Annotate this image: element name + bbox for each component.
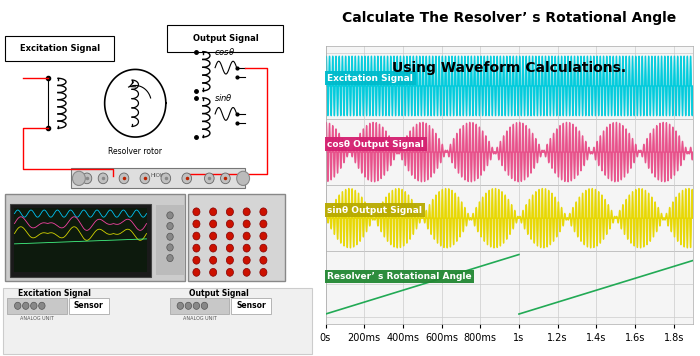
Circle shape (119, 173, 129, 184)
Text: ANALOG UNIT: ANALOG UNIT (20, 316, 54, 321)
Circle shape (193, 302, 199, 309)
Text: Excitation Signal: Excitation Signal (18, 289, 91, 298)
Text: $cos\theta$: $cos\theta$ (214, 46, 235, 57)
Circle shape (260, 268, 267, 276)
Circle shape (209, 268, 217, 276)
FancyBboxPatch shape (15, 208, 146, 272)
Circle shape (82, 173, 92, 184)
Text: Output Signal: Output Signal (193, 33, 258, 43)
Text: Resolver’ s Rotational Angle: Resolver’ s Rotational Angle (328, 272, 472, 281)
Text: Excitation Signal: Excitation Signal (328, 74, 413, 83)
FancyBboxPatch shape (167, 25, 284, 52)
Text: Sensor: Sensor (74, 301, 104, 310)
FancyBboxPatch shape (8, 298, 66, 314)
FancyBboxPatch shape (5, 194, 185, 281)
Circle shape (243, 244, 250, 252)
FancyBboxPatch shape (188, 194, 285, 281)
Circle shape (193, 256, 200, 264)
Circle shape (220, 173, 230, 184)
Circle shape (177, 302, 183, 309)
Text: Output Signal: Output Signal (189, 289, 248, 298)
Circle shape (204, 173, 214, 184)
Text: Using Waveform Calculations.: Using Waveform Calculations. (392, 61, 626, 74)
Circle shape (22, 302, 29, 309)
Text: Resolver rotor: Resolver rotor (108, 147, 162, 156)
Circle shape (15, 302, 21, 309)
FancyBboxPatch shape (156, 205, 183, 275)
Circle shape (167, 233, 173, 240)
Circle shape (243, 220, 250, 228)
Circle shape (38, 302, 45, 309)
Circle shape (260, 208, 267, 216)
FancyBboxPatch shape (170, 298, 230, 314)
Text: Calculate The Resolver’ s Rotational Angle: Calculate The Resolver’ s Rotational Ang… (342, 11, 676, 25)
Text: ANALOG UNIT: ANALOG UNIT (183, 316, 216, 321)
Circle shape (98, 173, 108, 184)
Circle shape (167, 212, 173, 219)
Circle shape (237, 171, 250, 185)
Circle shape (140, 173, 150, 184)
Circle shape (260, 220, 267, 228)
Circle shape (226, 244, 234, 252)
Circle shape (243, 256, 250, 264)
Circle shape (226, 220, 234, 228)
Circle shape (243, 232, 250, 240)
FancyBboxPatch shape (10, 204, 151, 277)
Text: Excitation Signal: Excitation Signal (20, 43, 99, 53)
Text: Sensor: Sensor (237, 301, 266, 310)
Text: HIOKI: HIOKI (150, 173, 165, 178)
Circle shape (167, 255, 173, 262)
FancyBboxPatch shape (71, 168, 245, 188)
Circle shape (226, 256, 234, 264)
Circle shape (243, 268, 250, 276)
Circle shape (73, 171, 85, 185)
Text: sinθ Output Signal: sinθ Output Signal (328, 206, 422, 215)
Circle shape (202, 302, 208, 309)
Circle shape (167, 244, 173, 251)
Text: $sin\theta$: $sin\theta$ (214, 93, 233, 103)
Circle shape (226, 232, 234, 240)
Circle shape (260, 244, 267, 252)
Circle shape (209, 244, 217, 252)
Circle shape (209, 256, 217, 264)
Circle shape (182, 173, 192, 184)
Circle shape (209, 232, 217, 240)
Circle shape (31, 302, 37, 309)
Circle shape (260, 256, 267, 264)
Circle shape (193, 220, 200, 228)
Text: cosθ Output Signal: cosθ Output Signal (328, 140, 424, 148)
Circle shape (243, 208, 250, 216)
Circle shape (161, 173, 171, 184)
FancyBboxPatch shape (4, 288, 312, 354)
Circle shape (193, 232, 200, 240)
FancyBboxPatch shape (231, 298, 271, 314)
Circle shape (193, 208, 200, 216)
Circle shape (226, 268, 234, 276)
Circle shape (193, 268, 200, 276)
Circle shape (167, 222, 173, 230)
Circle shape (193, 244, 200, 252)
FancyBboxPatch shape (69, 298, 108, 314)
FancyBboxPatch shape (5, 36, 114, 61)
Circle shape (209, 208, 217, 216)
Circle shape (226, 208, 234, 216)
Circle shape (260, 232, 267, 240)
Circle shape (209, 220, 217, 228)
Circle shape (185, 302, 192, 309)
